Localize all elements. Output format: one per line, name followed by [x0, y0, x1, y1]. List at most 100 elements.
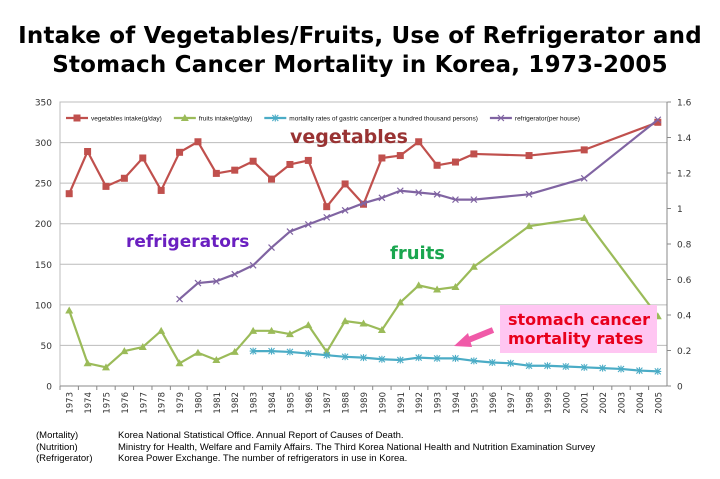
data-point: [470, 357, 478, 365]
data-point: [525, 362, 533, 370]
data-point: [323, 351, 331, 359]
x-tick-label: 1996: [489, 392, 499, 414]
data-point: [451, 283, 460, 291]
data-point: [120, 347, 129, 355]
y-left-tick-label: 150: [35, 261, 52, 271]
y-right-tick-label: 1: [677, 205, 683, 215]
data-point: [304, 156, 312, 164]
data-point: [396, 298, 405, 306]
data-point: [65, 190, 73, 198]
y-right-tick-label: 0.6: [677, 276, 692, 286]
data-point: [193, 348, 202, 356]
x-tick-label: 1976: [121, 392, 131, 414]
y-left-tick-label: 250: [35, 180, 52, 190]
data-point: [286, 228, 294, 235]
data-point: [469, 262, 478, 270]
data-point: [249, 347, 257, 355]
x-tick-label: 1984: [268, 392, 278, 414]
data-point: [268, 175, 276, 183]
data-point: [378, 194, 386, 202]
data-point: [360, 354, 367, 362]
legend-marker: [73, 114, 81, 122]
note-nutrition: (Nutrition) Ministry for Health, Welfare …: [36, 441, 596, 453]
x-tick-label: 1975: [102, 392, 112, 414]
data-point: [562, 363, 570, 371]
data-point: [378, 154, 386, 162]
data-point: [617, 365, 625, 373]
legend-marker: [180, 114, 189, 121]
data-point: [470, 196, 478, 204]
y-right-tick-label: 0: [677, 383, 683, 393]
annotation-refrigerators: refrigerators: [126, 232, 250, 252]
data-point: [138, 343, 147, 351]
data-point: [102, 182, 110, 190]
data-point: [231, 166, 239, 174]
x-tick-label: 2002: [599, 392, 609, 414]
x-tick-label: 1981: [213, 392, 223, 414]
data-point: [175, 359, 184, 367]
data-point: [415, 354, 423, 362]
data-point: [415, 138, 423, 146]
data-point: [543, 362, 551, 370]
data-point: [323, 203, 331, 211]
data-point: [525, 222, 534, 230]
data-point: [580, 146, 588, 154]
x-tick-label: 1974: [84, 392, 94, 414]
annotation-fruits: fruits: [390, 243, 446, 264]
data-point: [268, 244, 275, 251]
data-point: [654, 116, 662, 124]
x-tick-label: 1991: [397, 392, 407, 414]
data-point: [212, 277, 220, 285]
data-point: [304, 321, 313, 329]
series-line-3: [178, 118, 659, 300]
data-point: [249, 261, 257, 269]
data-point: [230, 347, 239, 355]
data-point: [433, 161, 441, 169]
x-tick-label: 1990: [378, 392, 388, 414]
x-tick-label: 1985: [286, 392, 296, 414]
y-right-tick-label: 1.2: [677, 170, 691, 180]
note-mortality: (Mortality) Korea National Statistical Of…: [36, 430, 404, 441]
legend-marker: [271, 114, 279, 122]
x-tick-label: 1994: [452, 392, 462, 414]
arrow-head: [454, 333, 472, 347]
y-right-tick-label: 1.4: [677, 134, 692, 144]
data-point: [360, 199, 367, 207]
data-point: [323, 213, 331, 221]
x-tick-label: 1977: [139, 392, 149, 414]
y-right-tick-label: 0.4: [677, 312, 692, 322]
annotation-mortality-line1: stomach cancer: [508, 310, 650, 329]
y-right-tick-label: 1.6: [677, 99, 692, 109]
data-point: [268, 347, 276, 355]
data-point: [414, 281, 423, 289]
x-tick-label: 2003: [618, 392, 628, 414]
data-point: [654, 118, 662, 126]
x-tick-label: 1980: [194, 392, 204, 414]
data-point: [65, 306, 74, 314]
x-tick-label: 1979: [176, 392, 186, 414]
data-point: [488, 358, 496, 366]
y-right-tick-label: 0.2: [677, 347, 691, 357]
data-point: [249, 326, 258, 334]
data-point: [120, 174, 128, 182]
data-point: [433, 354, 441, 362]
y-left-tick-label: 300: [35, 139, 52, 149]
data-point: [83, 359, 92, 367]
data-point: [194, 279, 202, 287]
data-point: [433, 285, 442, 293]
legend-label: vegetables intake(g/day): [91, 116, 162, 123]
note-refrigerator: (Refrigerator) Korea Power Exchange. The …: [36, 453, 408, 464]
x-tick-label: 2005: [654, 392, 664, 414]
data-point: [286, 160, 294, 168]
data-point: [635, 367, 643, 375]
data-point: [415, 189, 423, 196]
data-point: [212, 356, 221, 364]
x-tick-label: 1998: [526, 392, 536, 414]
data-point: [267, 326, 276, 334]
x-tick-label: 1993: [434, 392, 444, 414]
data-point: [341, 353, 349, 361]
data-point: [396, 356, 404, 364]
legend-marker: [497, 114, 505, 122]
y-left-tick-label: 100: [35, 301, 52, 311]
